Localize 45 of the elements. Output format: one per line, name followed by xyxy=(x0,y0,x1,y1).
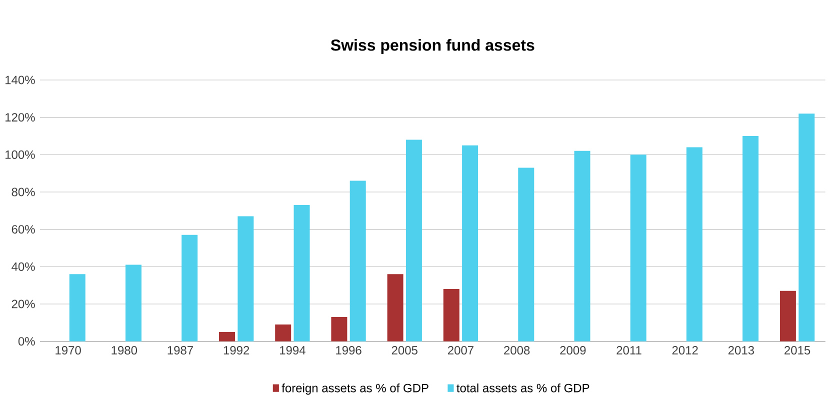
bar xyxy=(125,264,142,342)
y-tick-label: 100% xyxy=(6,150,35,159)
bar xyxy=(780,290,796,342)
x-tick-label: 2013 xyxy=(728,346,754,355)
bar xyxy=(275,324,292,342)
x-tick-label: 2008 xyxy=(504,346,530,355)
y-tick-label: 140% xyxy=(6,76,35,84)
x-tick-label: 1970 xyxy=(56,346,81,355)
bar xyxy=(294,205,310,342)
bar xyxy=(387,274,404,342)
bar xyxy=(443,289,460,342)
bar xyxy=(742,136,759,342)
x-tick-label: 2012 xyxy=(672,346,698,355)
chart-title: Swiss pension fund assets xyxy=(330,39,534,54)
bar xyxy=(219,332,236,342)
x-tick-label: 1992 xyxy=(224,346,250,355)
x-tick-label: 1994 xyxy=(280,346,306,355)
bar xyxy=(69,274,86,342)
bar xyxy=(406,140,422,342)
bar xyxy=(686,147,702,342)
bar xyxy=(798,114,815,342)
bar xyxy=(238,216,254,342)
y-tick-label: 0% xyxy=(18,337,35,346)
legend-label: total assets as % of GDP xyxy=(456,384,590,392)
bar xyxy=(630,154,646,342)
x-tick-label: 2009 xyxy=(560,346,586,355)
bar xyxy=(462,145,478,342)
x-tick-label: 2015 xyxy=(784,346,810,355)
bar xyxy=(182,234,198,342)
bar xyxy=(350,180,366,342)
x-tick-label: 2005 xyxy=(392,346,418,355)
y-tick-label: 40% xyxy=(12,262,35,271)
legend-label: foreign assets as % of GDP xyxy=(282,384,428,395)
y-tick-label: 60% xyxy=(12,225,35,234)
y-tick-label: 20% xyxy=(12,300,35,308)
x-tick-label: 1987 xyxy=(168,346,193,355)
x-tick-label: 2011 xyxy=(616,346,642,355)
bar xyxy=(518,168,534,342)
x-tick-label: 2007 xyxy=(448,346,474,355)
x-tick-label: 1996 xyxy=(336,346,362,355)
bar xyxy=(574,150,590,342)
x-tick-label: 1980 xyxy=(112,346,138,355)
y-tick-label: 80% xyxy=(12,188,35,196)
bar xyxy=(331,317,348,342)
y-tick-label: 120% xyxy=(6,113,35,122)
